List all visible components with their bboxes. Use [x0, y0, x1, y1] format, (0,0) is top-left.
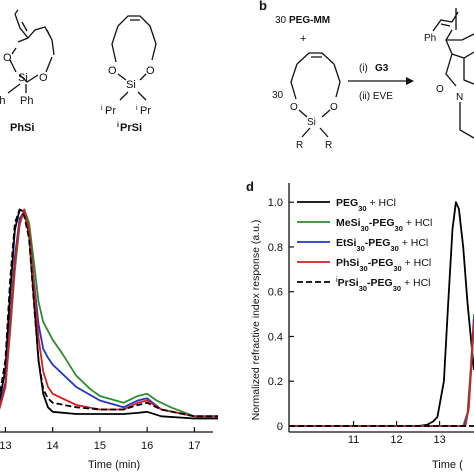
ipr-sup-right: i: [136, 105, 138, 112]
n-atom: N: [456, 92, 463, 103]
series-line-1: [0, 208, 218, 418]
y-tick-label: 0.2: [268, 376, 283, 388]
chart-d-x-axis-label: Time (: [432, 459, 463, 471]
legend-text-part: -PEG: [368, 257, 394, 269]
structure-sup-iprsi: i: [117, 122, 119, 129]
panel-label-b: b: [259, 0, 267, 13]
legend-text-part: 30: [359, 264, 367, 273]
chart-d-y-axis-label: Normalized refractive index response (a.…: [250, 220, 262, 421]
chart-c-x-axis-label: Time (min): [88, 459, 140, 471]
structure-label-iprsi: PrSi: [120, 122, 142, 134]
x-tick-label: 13: [0, 440, 12, 452]
structure-phsi: O Si O Ph Ph PhSi: [0, 9, 55, 134]
o-atom: O: [146, 65, 155, 77]
y-tick-label: 0.6: [268, 287, 283, 299]
legend-text-part: + HCl: [367, 197, 396, 209]
structure-iprsi: O O Si i Pr i Pr i PrSi: [101, 15, 157, 134]
legend-text-part: PhSi: [336, 257, 359, 269]
legend-text-part: PrSi: [338, 277, 359, 289]
ipr-substituent-left: Pr: [105, 105, 116, 117]
legend-text-part: PEG: [336, 197, 358, 209]
series-line-0: [289, 201, 474, 427]
legend-text-part: -PEG: [367, 277, 393, 289]
r-group: R: [296, 140, 303, 151]
chart-c-x-ticks: 13 14 15 16 17: [0, 427, 201, 452]
chart-c: 13 14 15 16 17 Time (min): [0, 208, 218, 471]
step1-prefix: (i): [359, 63, 368, 74]
r-group: R: [325, 140, 332, 151]
ipr-substituent-right: Pr: [140, 105, 151, 117]
x-tick-label: 15: [94, 440, 106, 452]
si-atom: Si: [307, 117, 316, 128]
x-tick-label: 11: [348, 434, 359, 446]
legend-label-4: iPrSi30-PEG30 + HCl: [336, 275, 431, 293]
y-tick-label: 1.0: [268, 197, 283, 209]
ph-substituent-left: Ph: [0, 95, 5, 107]
x-tick-label: 16: [141, 440, 153, 452]
y-tick-label: 0.4: [268, 331, 283, 343]
legend-text-part: 30: [395, 224, 403, 233]
legend-text-part: 30: [390, 244, 398, 253]
chart-d-y-ticks: 0 0.2 0.4 0.6 0.8 1.0: [268, 197, 294, 433]
chart-d-series: [289, 201, 474, 427]
legend-label-3: PhSi30-PEG30 + HCl: [336, 257, 431, 273]
legend-text-part: i: [336, 275, 338, 284]
y-tick-label: 0: [277, 421, 283, 433]
legend-text-part: 30: [361, 224, 369, 233]
chart-c-series: [0, 208, 218, 420]
legend-text-part: + HCl: [402, 257, 431, 269]
o-atom: O: [330, 102, 338, 113]
panel-b-scheme: b 30 PEG-MM + O O Si R R 30 (i) G3 (ii) …: [259, 0, 474, 151]
y-tick-label: 0.8: [268, 242, 283, 254]
series-line-0: [0, 208, 218, 420]
structure-label-phsi: PhSi: [10, 122, 34, 134]
step1-reagent: G3: [375, 63, 389, 74]
panel-label-d: d: [246, 179, 254, 194]
step2-label: (ii) EVE: [359, 91, 393, 102]
legend-label-1: MeSi30-PEG30 + HCl: [336, 217, 432, 233]
si-atom: Si: [126, 79, 136, 91]
x-tick-label: 13: [433, 434, 445, 446]
legend-text-part: + HCl: [403, 217, 432, 229]
ph-endgroup: Ph: [424, 33, 436, 44]
series-line-4: [0, 208, 218, 418]
legend-label-0: PEG30 + HCl: [336, 197, 396, 213]
o-atom: O: [108, 65, 117, 77]
ipr-sup-left: i: [101, 105, 103, 112]
legend-text-part: EtSi: [336, 237, 357, 249]
ph-substituent-right: Ph: [20, 95, 33, 107]
legend-text-part: + HCl: [401, 277, 430, 289]
x-tick-label: 12: [390, 434, 402, 446]
o-atom: O: [3, 52, 12, 64]
legend-text-part: -PEG: [369, 217, 395, 229]
legend-text-part: MeSi: [336, 217, 361, 229]
legend-text-part: + HCl: [399, 237, 428, 249]
x-tick-label: 17: [188, 440, 200, 452]
si-atom: Si: [18, 72, 28, 84]
x-tick-label: 14: [47, 440, 59, 452]
o-atom: O: [290, 102, 298, 113]
legend-text-part: 30: [356, 244, 364, 253]
chart-d-x-ticks: 11 12 13: [348, 421, 446, 446]
legend-text-part: 30: [359, 284, 367, 293]
reactant-name: PEG-MM: [289, 15, 330, 26]
series-line-2: [0, 210, 218, 418]
plus-sign: +: [300, 33, 306, 45]
legend-text-part: -PEG: [365, 237, 391, 249]
series-line-3: [0, 208, 218, 418]
legend-text-part: 30: [393, 264, 401, 273]
o-atom: O: [39, 72, 48, 84]
chart-d: d Normalized refractive index response (…: [246, 179, 474, 471]
legend-text-part: 30: [358, 204, 366, 213]
reactant-count: 30: [275, 15, 287, 26]
legend-text-part: 30: [393, 284, 401, 293]
o-atom: O: [436, 84, 444, 95]
legend-label-2: EtSi30-PEG30 + HCl: [336, 237, 428, 253]
ring-count: 30: [272, 90, 284, 101]
